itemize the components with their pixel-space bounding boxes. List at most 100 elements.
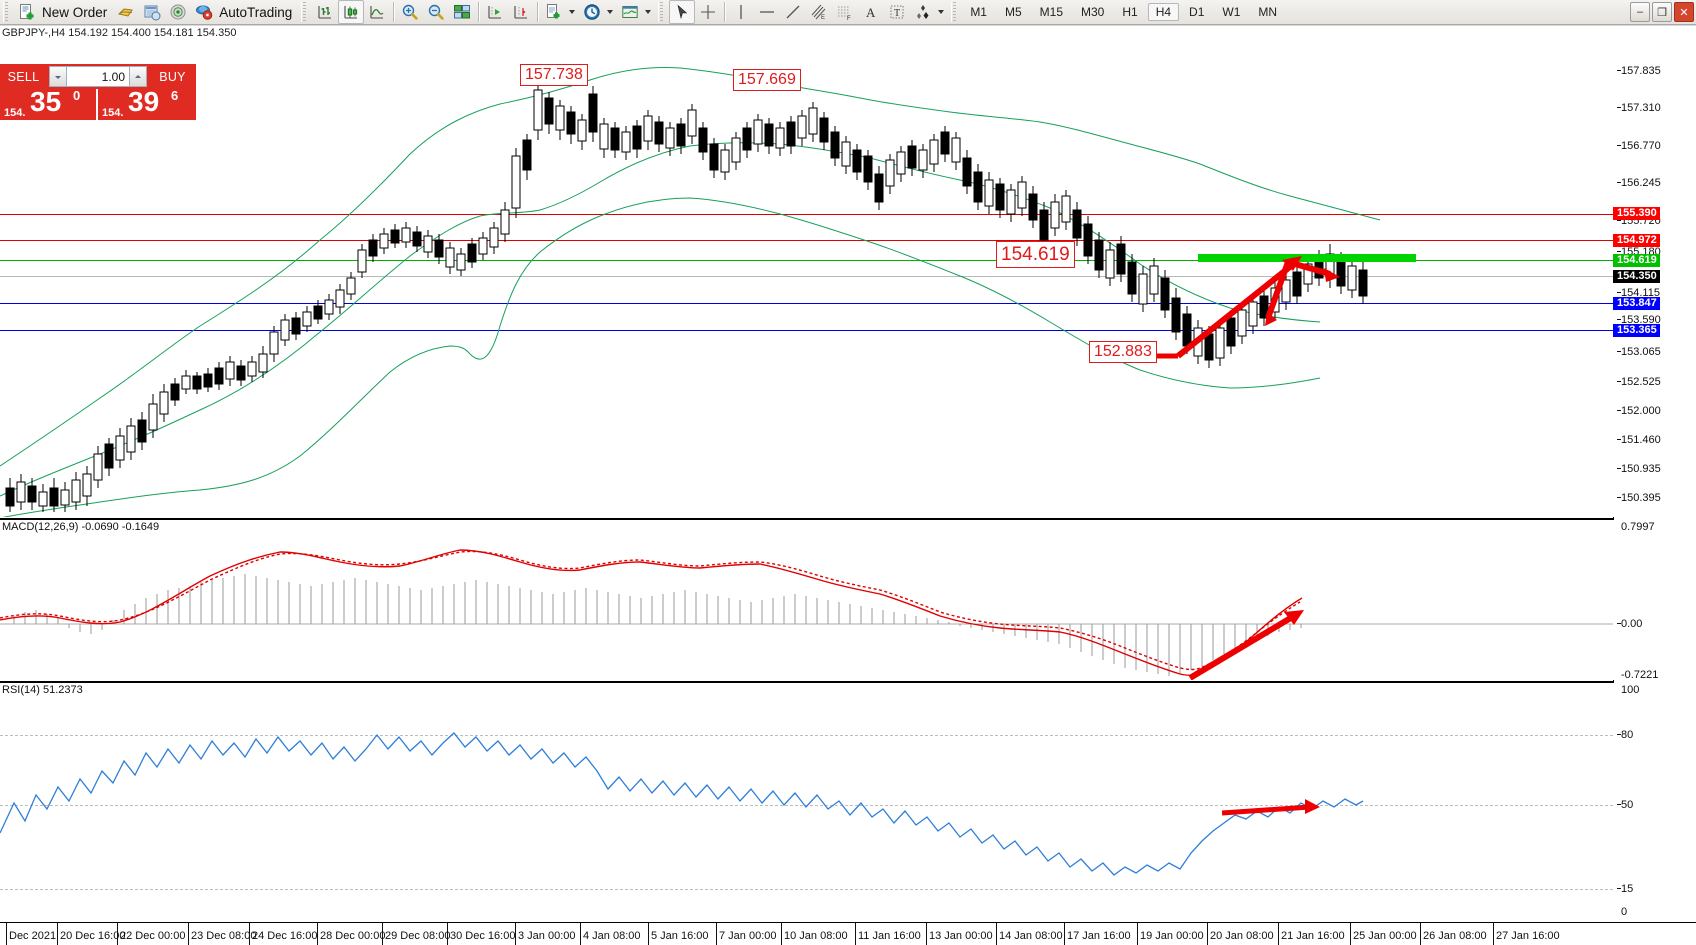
timeframe-m30[interactable]: M30 — [1081, 5, 1105, 19]
timeframe-d1[interactable]: D1 — [1189, 5, 1205, 19]
annotation-154619[interactable]: 154.619 — [996, 241, 1075, 268]
bollinger-upper-band — [0, 67, 1381, 467]
toolbar-grip-3[interactable] — [658, 2, 667, 22]
annotation-157738[interactable]: 157.738 — [520, 64, 588, 86]
indicators-dropdown-caret[interactable] — [569, 10, 576, 14]
tile-windows-button[interactable] — [449, 0, 475, 24]
volume-input[interactable]: 1.00 — [67, 66, 129, 87]
autotrading-icon — [195, 3, 213, 21]
line-chart-button[interactable] — [364, 0, 390, 24]
sell-price-display[interactable]: 154. 35 0 — [0, 86, 97, 120]
toolbar-grip[interactable] — [3, 2, 11, 22]
bollinger-middle-band — [0, 142, 1321, 497]
chart-shift-button[interactable] — [508, 0, 534, 24]
trendline-button[interactable] — [780, 0, 806, 24]
zoom-in-icon — [401, 3, 419, 21]
equidistant-channel-button[interactable]: E — [806, 0, 832, 24]
horizontal-line-button[interactable] — [754, 0, 780, 24]
autotrading-label: AutoTrading — [219, 4, 293, 20]
volume-decrement-button[interactable] — [49, 66, 67, 87]
zoom-in-button[interactable] — [397, 0, 423, 24]
buy-price-main: 39 — [128, 86, 160, 117]
time-tick — [1207, 923, 1208, 945]
timeframe-m1[interactable]: M1 — [970, 5, 987, 19]
cursor-button[interactable] — [669, 0, 696, 24]
buy-button[interactable]: BUY — [149, 64, 196, 89]
auto-scroll-button[interactable] — [482, 0, 508, 24]
text-label-button[interactable]: T — [884, 0, 910, 24]
time-tick — [117, 923, 118, 945]
zoom-out-button[interactable] — [423, 0, 449, 24]
autotrading-button[interactable]: AutoTrading — [191, 0, 298, 24]
terminal-button[interactable] — [165, 0, 191, 24]
navigator-button[interactable] — [139, 0, 165, 24]
time-label: 29 Dec 08:00 — [385, 930, 451, 942]
restore-icon[interactable]: ❐ — [1652, 2, 1672, 22]
volume-control[interactable]: 1.00 — [47, 64, 149, 89]
price-scale[interactable]: 157.835 157.310 156.770 156.245 155.720 … — [1613, 26, 1696, 517]
time-label: 19 Jan 00:00 — [1140, 930, 1204, 942]
period-dropdown-caret[interactable] — [607, 10, 614, 14]
time-tick — [515, 923, 516, 945]
templates-dropdown-caret[interactable] — [645, 10, 652, 14]
annotation-152883[interactable]: 152.883 — [1089, 341, 1157, 363]
volume-increment-button[interactable] — [129, 66, 147, 87]
minimize-icon[interactable]: – — [1630, 2, 1650, 22]
time-label: 25 Jan 00:00 — [1353, 930, 1417, 942]
toolbar-grip-4[interactable] — [951, 2, 960, 22]
macd-pane[interactable]: MACD(12,26,9) -0.0690 -0.1649 — [0, 520, 1696, 680]
time-label: 10 Jan 08:00 — [784, 930, 848, 942]
time-label: 3 Jan 00:00 — [518, 930, 576, 942]
price-tick: 150.395 — [1617, 493, 1661, 504]
price-pane[interactable]: 157.738 157.669 154.619 152.883 157.835 … — [0, 26, 1696, 517]
toolbar-grip-2[interactable] — [301, 2, 310, 22]
bar-chart-button[interactable] — [312, 0, 338, 24]
new-order-button[interactable]: New Order — [14, 0, 113, 24]
pane-separator-macd[interactable] — [0, 518, 1613, 520]
time-tick — [1420, 923, 1421, 945]
sell-button[interactable]: SELL — [0, 64, 47, 89]
chart-area[interactable]: GBPJPY-,H4 154.192 154.400 154.181 154.3… — [0, 25, 1696, 945]
period-button[interactable] — [579, 0, 617, 24]
fibonacci-button[interactable]: F — [832, 0, 858, 24]
rsi-pane[interactable]: RSI(14) 51.2373 100 80 50 15 0 — [0, 683, 1696, 923]
sell-price-prefix: 154. — [4, 107, 26, 119]
shapes-button[interactable] — [910, 0, 948, 24]
time-tick — [855, 923, 856, 945]
timeframe-m5[interactable]: M5 — [1004, 5, 1022, 19]
templates-button[interactable] — [617, 0, 655, 24]
shapes-dropdown-caret[interactable] — [938, 10, 945, 14]
close-icon[interactable]: ✕ — [1674, 2, 1694, 22]
time-tick — [996, 923, 997, 945]
price-chart-svg[interactable] — [0, 26, 1613, 517]
indicators-button[interactable] — [541, 0, 579, 24]
timeframe-m15[interactable]: M15 — [1039, 5, 1063, 19]
vertical-line-button[interactable] — [728, 0, 754, 24]
annotation-157669[interactable]: 157.669 — [733, 69, 801, 91]
data-window-button[interactable] — [113, 0, 139, 24]
candlestick-chart-icon — [342, 3, 360, 21]
candlestick-chart-button[interactable] — [338, 0, 365, 24]
time-label: 13 Jan 00:00 — [929, 930, 993, 942]
pane-separator-rsi[interactable] — [0, 681, 1613, 683]
time-tick — [382, 923, 383, 945]
price-tag-support-1: 153.847 — [1613, 297, 1660, 310]
time-tick — [926, 923, 927, 945]
price-tag-support-2: 153.365 — [1613, 324, 1660, 337]
timeframe-w1[interactable]: W1 — [1222, 5, 1241, 19]
rsi-gridline-80 — [0, 735, 1613, 736]
rsi-line — [0, 732, 1364, 876]
main-toolbar: New Order — [0, 0, 1696, 25]
timeframe-h1[interactable]: H1 — [1122, 5, 1138, 19]
time-axis[interactable]: Dec 2021 20 Dec 16:00 22 Dec 00:00 23 De… — [0, 922, 1696, 945]
time-tick — [57, 923, 58, 945]
macd-chart-svg — [0, 549, 1613, 680]
text-button[interactable]: A — [858, 0, 884, 24]
one-click-trading-panel[interactable]: SELL 1.00 BUY 154. 35 0 — [0, 64, 196, 120]
timeframe-mn[interactable]: MN — [1258, 5, 1278, 19]
buy-price-display[interactable]: 154. 39 6 — [96, 86, 196, 120]
trendline-icon — [784, 3, 802, 21]
macd-histogram — [13, 574, 1302, 676]
timeframe-h4[interactable]: H4 — [1147, 3, 1180, 21]
crosshair-button[interactable] — [695, 0, 721, 24]
